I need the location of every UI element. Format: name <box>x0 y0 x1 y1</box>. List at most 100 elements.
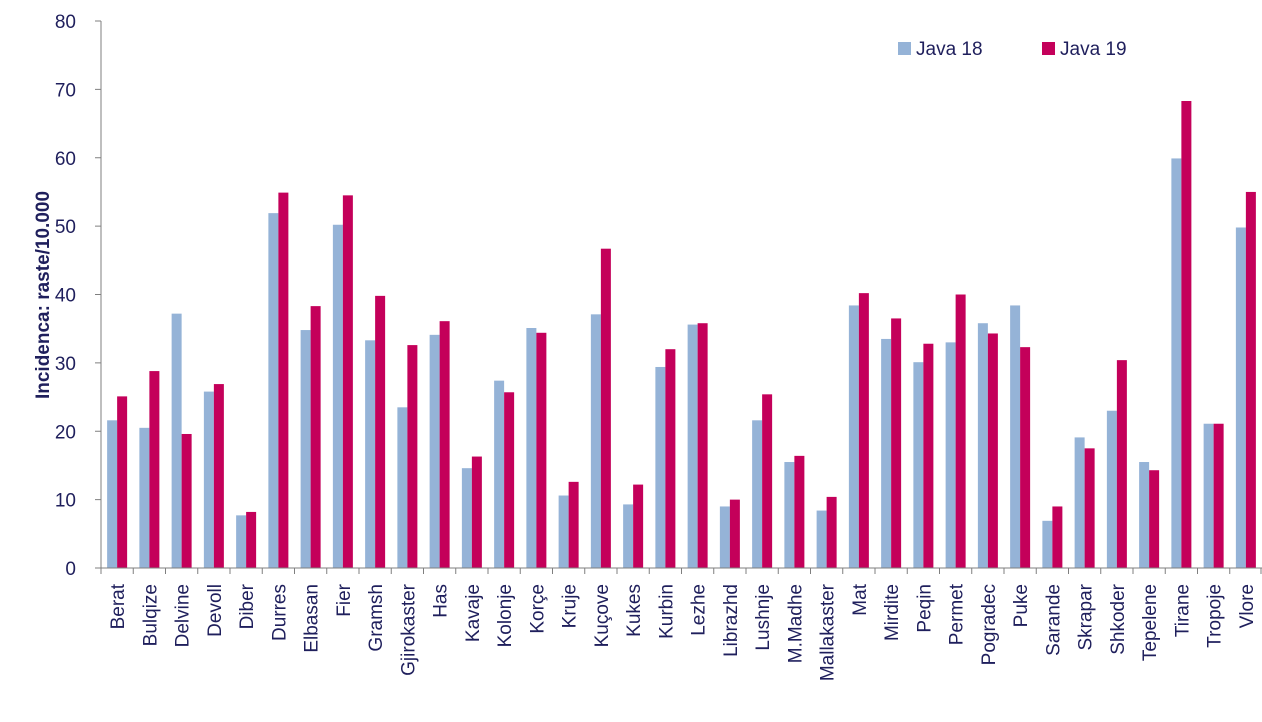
x-tick-label: Diber <box>237 583 258 629</box>
x-tick-label: Permet <box>947 583 968 645</box>
x-tick-label: Tepelene <box>1140 584 1161 661</box>
bar-java-19 <box>407 345 418 568</box>
y-tick-label: 50 <box>55 217 76 238</box>
bar-java-18 <box>784 462 795 568</box>
x-tick-label: Peqin <box>914 584 935 633</box>
bars <box>107 100 1256 569</box>
bar-java-19 <box>1116 360 1127 568</box>
x-tick-label: Librazhd <box>721 584 742 657</box>
y-tick-label: 40 <box>55 286 76 307</box>
bar-java-19 <box>633 484 644 568</box>
bar-java-18 <box>139 427 150 568</box>
bar-java-18 <box>945 342 956 568</box>
bar-java-19 <box>1181 100 1192 568</box>
bar-java-19 <box>762 394 773 568</box>
bar-java-19 <box>1245 191 1256 568</box>
bar-java-19 <box>1052 506 1063 568</box>
bar-java-18 <box>719 506 730 568</box>
x-tick-label: Lezhe <box>689 584 710 636</box>
x-tick-label: Mallakaster <box>818 583 839 681</box>
bar-java-19 <box>536 332 547 568</box>
y-axis-label: Incidenca: raste/10.000 <box>33 191 54 399</box>
bar-java-19 <box>1149 470 1160 568</box>
bar-java-18 <box>848 305 859 568</box>
bar-java-19 <box>858 293 869 568</box>
bar-java-18 <box>1235 227 1246 568</box>
x-tick-label: Kolonje <box>495 584 516 647</box>
bar-java-19 <box>1084 448 1095 568</box>
bar-java-19 <box>1020 347 1031 568</box>
x-tick-label: Fier <box>334 583 355 616</box>
legend-swatch-java-18 <box>898 42 911 55</box>
x-tick-label: Kruje <box>560 584 581 628</box>
bar-java-19 <box>826 496 837 568</box>
bar-java-18 <box>236 515 247 568</box>
x-tick-label: Mirdite <box>882 584 903 641</box>
bar-java-18 <box>687 324 698 568</box>
bar-java-18 <box>752 420 763 568</box>
x-tick-label: Kavaje <box>463 584 484 642</box>
x-tick-label: Kurbin <box>656 584 677 639</box>
bar-java-19 <box>375 295 386 568</box>
y-tick-label: 20 <box>55 422 76 443</box>
x-tick-label: Tirane <box>1172 584 1193 637</box>
bar-java-19 <box>117 396 128 568</box>
x-tick-label: Berat <box>108 583 129 629</box>
x-tick-label: Devoll <box>205 584 226 637</box>
bar-java-19 <box>149 371 160 568</box>
x-tick-label: Puke <box>1011 584 1032 627</box>
x-tick-label: Shkoder <box>1108 583 1129 654</box>
bar-java-18 <box>1106 410 1117 568</box>
x-tick-label: Durres <box>269 584 290 641</box>
legend-swatch-java-19 <box>1042 42 1055 55</box>
x-tick-label: Sarande <box>1043 584 1064 656</box>
bar-java-18 <box>816 510 827 568</box>
bar-java-18 <box>913 362 924 568</box>
bar-java-18 <box>623 504 634 568</box>
bar-java-18 <box>1139 462 1150 568</box>
x-tick-label: Korçe <box>527 584 548 634</box>
bar-java-19 <box>278 192 289 568</box>
bar-java-19 <box>310 306 321 568</box>
bar-java-18 <box>977 323 988 568</box>
bar-java-19 <box>794 455 805 568</box>
bar-java-18 <box>203 391 214 568</box>
x-tick-label: M.Madhe <box>785 584 806 663</box>
bar-java-19 <box>246 511 257 568</box>
x-axis: Berat Bulqize Delvine Devoll Diber Durres Elba… <box>100 567 1262 681</box>
y-tick-label: 60 <box>55 149 76 170</box>
bar-java-18 <box>268 213 279 569</box>
x-tick-label: Delvine <box>173 584 194 647</box>
x-tick-label: Tropoje <box>1205 584 1226 648</box>
bar-java-18 <box>332 224 343 568</box>
x-tick-label: Gramsh <box>366 584 387 652</box>
bar-java-18 <box>1010 305 1021 568</box>
y-axis: 0 10 20 30 40 50 60 70 80 <box>55 12 102 580</box>
bar-java-19 <box>439 321 450 568</box>
y-tick-label: 30 <box>55 354 76 375</box>
y-tick-label: 0 <box>65 559 76 580</box>
x-tick-label: Elbasan <box>302 584 323 653</box>
x-tick-label: Mat <box>850 583 871 615</box>
bar-java-18 <box>494 380 505 568</box>
bar-java-18 <box>1074 437 1085 568</box>
bar-java-18 <box>1203 423 1214 568</box>
bar-java-19 <box>665 349 676 568</box>
bar-java-18 <box>461 468 472 568</box>
x-tick-label: Bulqize <box>140 584 161 646</box>
bar-java-18 <box>881 338 892 568</box>
bar-java-19 <box>213 384 224 568</box>
bar-java-19 <box>923 343 934 568</box>
bar-java-19 <box>987 333 998 568</box>
bar-java-19 <box>471 456 482 568</box>
bar-java-19 <box>1213 423 1224 568</box>
x-tick-label: Kuçove <box>592 584 613 647</box>
bar-java-18 <box>171 313 182 568</box>
legend-label-java-19: Java 19 <box>1060 39 1127 60</box>
bar-java-19 <box>342 195 353 568</box>
x-tick-label: Pogradec <box>979 584 1000 665</box>
bar-java-18 <box>107 420 118 568</box>
bar-java-19 <box>568 481 579 568</box>
bar-java-19 <box>697 323 708 568</box>
